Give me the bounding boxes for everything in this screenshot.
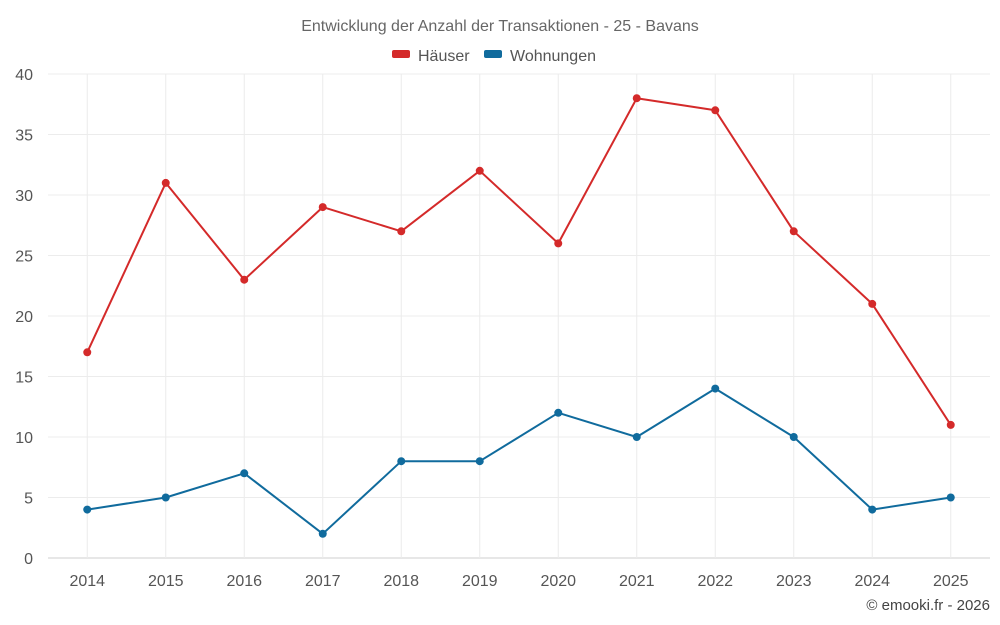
x-tick-label: 2014 xyxy=(69,573,105,590)
data-point-wohnungen[interactable] xyxy=(240,469,249,478)
legend-item-wohnungen[interactable]: Wohnungen xyxy=(484,48,596,65)
data-point-haeuser[interactable] xyxy=(711,106,720,115)
data-point-haeuser[interactable] xyxy=(868,299,877,308)
x-tick-label: 2016 xyxy=(226,573,262,590)
x-tick-label: 2015 xyxy=(148,573,184,590)
data-point-wohnungen[interactable] xyxy=(711,384,720,393)
data-point-haeuser[interactable] xyxy=(318,203,327,212)
x-tick-label: 2017 xyxy=(305,573,341,590)
data-point-wohnungen[interactable] xyxy=(554,408,563,417)
y-tick-label: 25 xyxy=(15,249,33,266)
data-point-wohnungen[interactable] xyxy=(475,457,484,466)
series-line-wohnungen xyxy=(87,387,951,535)
legend: Häuser Wohnungen xyxy=(392,48,596,65)
data-point-haeuser[interactable] xyxy=(946,420,955,429)
data-point-wohnungen[interactable] xyxy=(946,493,955,502)
y-tick-label: 5 xyxy=(24,491,33,508)
x-tick-label: 2024 xyxy=(854,573,890,590)
data-point-wohnungen[interactable] xyxy=(868,505,877,514)
y-tick-label: 0 xyxy=(24,551,33,568)
data-point-haeuser[interactable] xyxy=(161,178,170,187)
data-point-haeuser[interactable] xyxy=(789,227,798,236)
y-tick-label: 20 xyxy=(15,309,33,326)
legend-label-wohnungen: Wohnungen xyxy=(510,48,596,65)
y-tick-label: 40 xyxy=(15,67,33,84)
x-tick-label: 2019 xyxy=(462,573,498,590)
x-tick-label: 2025 xyxy=(933,573,969,590)
data-point-haeuser[interactable] xyxy=(397,227,406,236)
data-point-haeuser[interactable] xyxy=(83,348,92,357)
data-point-wohnungen[interactable] xyxy=(397,457,406,466)
x-tick-label: 2018 xyxy=(383,573,419,590)
y-tick-label: 30 xyxy=(15,188,33,205)
x-tick-label: 2022 xyxy=(697,573,733,590)
x-tick-label: 2021 xyxy=(619,573,655,590)
legend-swatch-wohnungen xyxy=(484,50,502,58)
credit: © emooki.fr - 2026 xyxy=(866,597,990,614)
legend-swatch-haeuser xyxy=(392,50,410,58)
y-tick-label: 35 xyxy=(15,128,33,145)
data-point-wohnungen[interactable] xyxy=(83,505,92,514)
x-tick-label: 2023 xyxy=(776,573,812,590)
data-point-haeuser[interactable] xyxy=(554,239,563,248)
y-tick-label: 15 xyxy=(15,370,33,387)
chart-title: Entwicklung der Anzahl der Transaktionen… xyxy=(301,18,699,35)
series-line-haeuser xyxy=(86,97,952,426)
data-point-wohnungen[interactable] xyxy=(789,433,798,441)
legend-item-haeuser[interactable]: Häuser xyxy=(392,48,470,65)
data-point-wohnungen[interactable] xyxy=(632,433,641,441)
legend-label-haeuser: Häuser xyxy=(418,48,470,65)
data-point-haeuser[interactable] xyxy=(240,275,249,284)
data-point-haeuser[interactable] xyxy=(475,166,484,175)
y-tick-label: 10 xyxy=(15,430,33,447)
x-tick-label: 2020 xyxy=(540,573,576,590)
data-point-haeuser[interactable] xyxy=(632,94,641,103)
data-point-wohnungen[interactable] xyxy=(318,529,327,538)
data-point-wohnungen[interactable] xyxy=(161,493,170,502)
